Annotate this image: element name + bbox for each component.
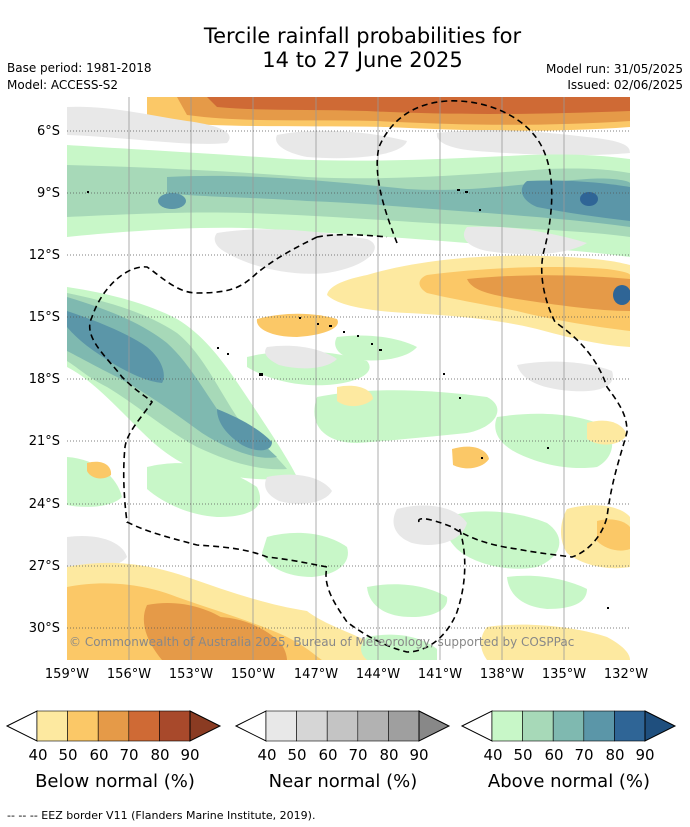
colorbar-segment [522,710,554,742]
lat-label-21s: 21°S [28,434,60,449]
lat-label-18s: 18°S [28,372,60,387]
colorbar-upper-extension [644,710,677,742]
copyright-notice: © Commonwealth of Australia 2025, Bureau… [69,635,575,649]
colorbar-segment [36,710,68,742]
above-normal-colorbar [460,710,677,742]
lon-label-141w: 141°W [417,667,463,682]
lon-label-150w: 150°W [230,667,276,682]
near-tick-70: 70 [348,746,368,764]
lon-label-153w: 153°W [168,667,214,682]
below-tick-70: 70 [119,746,139,764]
colorbar-lower-extension [460,710,493,742]
near-normal-colorbar [234,710,451,742]
near-tick-50: 50 [287,746,307,764]
lon-label-132w: 132°W [603,667,649,682]
near-tick-90: 90 [409,746,429,764]
colorbar-segment [583,710,615,742]
colorbar-segment [128,710,160,742]
lon-label-135w: 135°W [541,667,587,682]
colorbar-segment [614,710,646,742]
lat-label-30s: 30°S [28,621,60,636]
lat-label-15s: 15°S [28,310,60,325]
near-tick-60: 60 [318,746,338,764]
below-tick-40: 40 [28,746,48,764]
below-tick-80: 80 [150,746,170,764]
colorbar-segment [265,710,297,742]
lon-label-147w: 147°W [293,667,339,682]
colorbar-upper-extension [189,710,222,742]
below-tick-60: 60 [89,746,109,764]
colorbar-segment [97,710,130,742]
above-tick-80: 80 [605,746,625,764]
island-markers [87,189,609,609]
above-tick-40: 40 [483,746,503,764]
eez-footnote: -- -- -- EEZ border V11 (Flanders Marine… [7,809,316,822]
lat-label-12s: 12°S [28,248,60,263]
colorbar-segment [357,710,389,742]
colorbar-segment [159,710,191,742]
above-tick-60: 60 [544,746,564,764]
above-normal-legend-title: Above normal (%) [487,771,651,792]
lon-label-144w: 144°W [355,667,401,682]
lon-label-159w: 159°W [44,667,90,682]
near-normal-legend-title: Near normal (%) [268,771,418,792]
above-tick-50: 50 [513,746,533,764]
model-run-label: Model run: 31/05/2025 [545,62,683,76]
below-tick-90: 90 [180,746,200,764]
lat-label-6s: 6°S [36,124,60,139]
eez-border [89,100,628,653]
lon-label-156w: 156°W [106,667,152,682]
near-tick-40: 40 [257,746,277,764]
below-tick-50: 50 [58,746,78,764]
colorbar-segment [552,710,585,742]
issued-label: Issued: 02/06/2025 [567,78,683,92]
above-tick-90: 90 [635,746,655,764]
above-tick-70: 70 [574,746,594,764]
lat-label-27s: 27°S [28,559,60,574]
rainfall-probability-map [67,97,630,660]
below-normal-colorbar [5,710,222,742]
colorbar-segment [326,710,359,742]
colorbar-segment [67,710,99,742]
map-title-line1: Tercile rainfall probabilities for [203,24,522,48]
map-title-line2: 14 to 27 June 2025 [262,48,463,72]
colorbar-upper-extension [418,710,451,742]
below-normal-legend-title: Below normal (%) [35,771,195,792]
model-label: Model: ACCESS-S2 [7,78,119,92]
base-period-label: Base period: 1981-2018 [7,61,152,75]
colorbar-segment [491,710,523,742]
colorbar-segment [296,710,328,742]
colorbar-legends [5,710,677,742]
colorbar-segment [388,710,420,742]
colorbar-lower-extension [5,710,38,742]
near-tick-80: 80 [379,746,399,764]
colorbar-lower-extension [234,710,267,742]
lat-label-9s: 9°S [36,186,60,201]
lon-label-138w: 138°W [479,667,525,682]
lat-label-24s: 24°S [28,497,60,512]
